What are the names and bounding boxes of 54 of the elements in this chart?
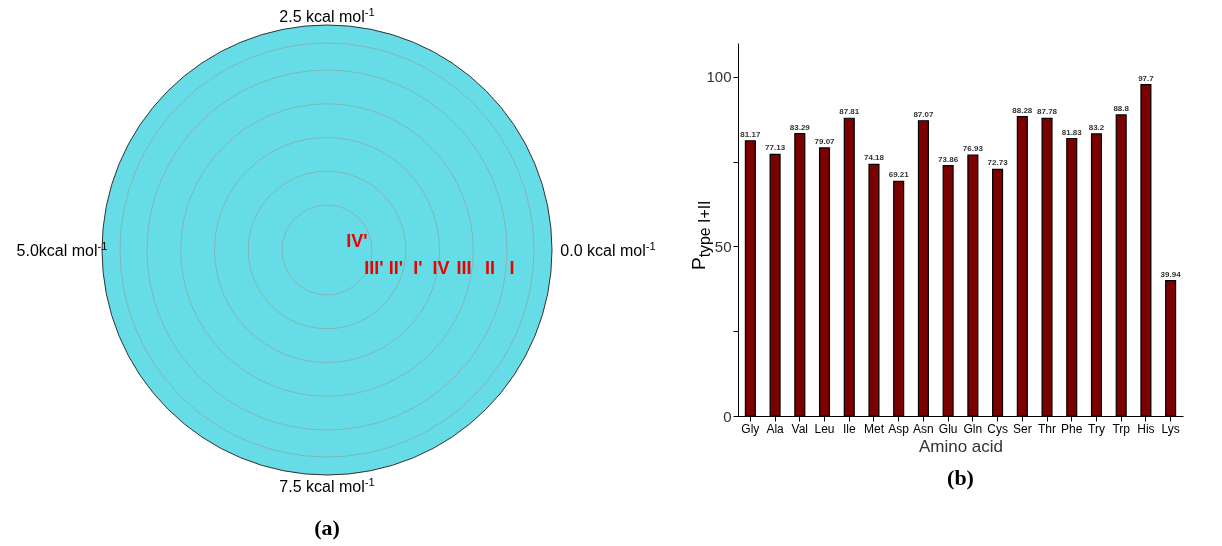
x-tick-label: Glu bbox=[938, 421, 958, 436]
data-label: 87.78 bbox=[1037, 107, 1058, 117]
x-tick-label: Gly bbox=[741, 421, 760, 436]
text: II' bbox=[388, 258, 404, 278]
data-label: 79.07 bbox=[814, 136, 836, 146]
x-tick-label: Ala bbox=[766, 421, 785, 436]
x-tick-label: Gln bbox=[963, 421, 983, 436]
x-tick-label: Cys bbox=[987, 421, 1008, 436]
y-tick-label: 0 bbox=[723, 407, 732, 425]
data-label: 77.13 bbox=[765, 143, 786, 153]
data-label: 83.2 bbox=[1088, 122, 1105, 132]
x-tick-label: Thr bbox=[1038, 421, 1057, 436]
y-tick-label: 100 bbox=[706, 68, 732, 86]
x-tick-label: Met bbox=[863, 421, 885, 436]
x-tick-label: Trp bbox=[1112, 421, 1131, 436]
text: IV' bbox=[346, 231, 368, 251]
y-tick-label: 50 bbox=[714, 237, 732, 255]
text: 5.0kcal mol$^{-1}$ bbox=[16, 240, 108, 259]
text: IV bbox=[432, 258, 450, 278]
data-label: 88.8 bbox=[1113, 103, 1130, 113]
x-tick-label: Lys bbox=[1161, 421, 1180, 436]
text: 7.5 kcal mol$^{-1}$ bbox=[279, 476, 375, 495]
text: 0.0 kcal mol$^{-1}$ bbox=[560, 240, 656, 259]
text: I bbox=[509, 258, 515, 278]
text: (b) bbox=[947, 465, 974, 490]
data-label: 88.28 bbox=[1012, 105, 1033, 115]
data-label: 39.94 bbox=[1160, 269, 1182, 279]
x-tick-label: Leu bbox=[814, 421, 835, 436]
text: 2.5 kcal mol$^{-1}$ bbox=[279, 6, 375, 25]
x-tick-label: His bbox=[1137, 421, 1155, 436]
data-label: 83.29 bbox=[789, 122, 811, 132]
data-label: 81.17 bbox=[740, 129, 761, 139]
data-label: 74.18 bbox=[863, 153, 885, 163]
data-label: 72.73 bbox=[987, 158, 1009, 168]
x-tick-label: Asp bbox=[888, 421, 910, 436]
data-label: 69.21 bbox=[888, 170, 910, 180]
text: I' bbox=[413, 258, 423, 278]
text: (a) bbox=[314, 515, 340, 540]
x-tick-label: Asn bbox=[913, 421, 934, 436]
data-label: 73.86 bbox=[938, 154, 959, 164]
text: II bbox=[484, 258, 496, 278]
text: III' bbox=[364, 258, 384, 278]
data-label: 87.81 bbox=[839, 107, 860, 117]
x-axis-title: Amino acid bbox=[918, 436, 1004, 456]
data-label: 76.93 bbox=[962, 144, 984, 154]
x-tick-label: Ile bbox=[842, 421, 856, 436]
x-tick-label: Val bbox=[791, 421, 809, 436]
x-tick-label: Try bbox=[1088, 421, 1105, 436]
x-tick-label: Phe bbox=[1061, 421, 1083, 436]
data-label: 81.83 bbox=[1061, 127, 1083, 137]
text: III bbox=[456, 258, 472, 278]
data-label: 87.07 bbox=[913, 109, 934, 119]
x-tick-label: Ser bbox=[1012, 421, 1032, 436]
data-label: 97.7 bbox=[1138, 73, 1155, 83]
